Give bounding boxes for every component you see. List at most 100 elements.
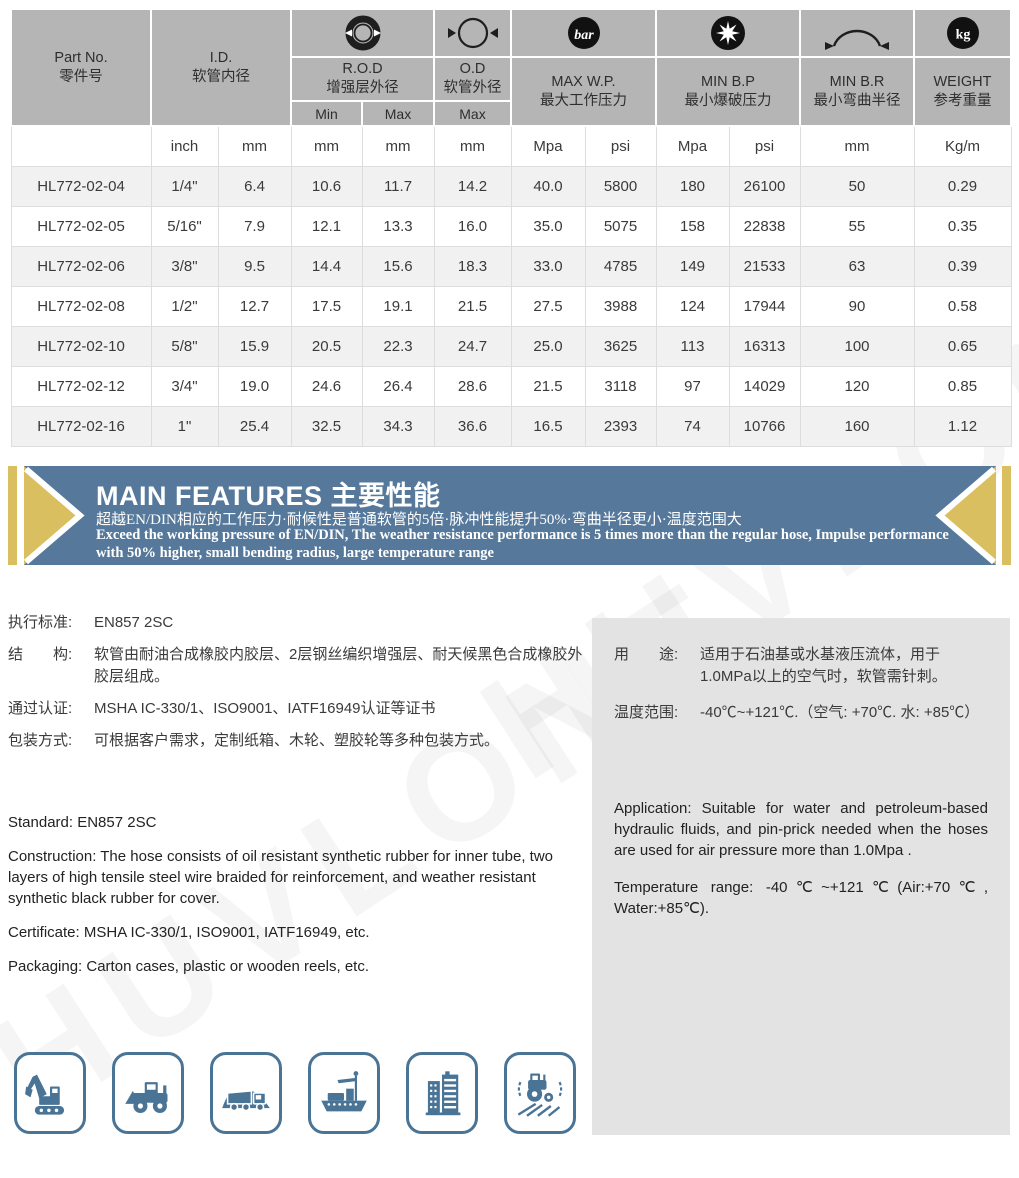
data-cell: 1.12 — [913, 406, 1012, 447]
spec-text: 可根据客户需求，定制纸箱、木轮、塑胶轮等多种包装方式。 — [94, 732, 500, 749]
data-cell: 120 — [799, 366, 915, 407]
table-row: HL772-02-12 3/4" 19.0 24.6 26.4 28.6 21.5 3118 9… — [10, 366, 1012, 407]
data-cell: 19.0 — [217, 366, 292, 407]
data-cell: 149 — [655, 246, 730, 287]
data-cell: 4785 — [584, 246, 657, 287]
data-cell: 100 — [799, 326, 915, 367]
banner-subtitle-en: Exceed the working pressure of EN/DIN, T… — [96, 527, 949, 561]
unit-cell: inch — [150, 125, 219, 167]
data-cell: 15.9 — [217, 326, 292, 367]
data-cell: 28.6 — [433, 366, 512, 407]
data-cell: 21.5 — [433, 286, 512, 327]
data-cell: 10.6 — [290, 166, 363, 207]
spec-row-certificate-zh: 通过认证: MSHA IC-330/1、ISO9001、IATF16949认证等… — [8, 698, 583, 720]
outer-diameter-icon — [433, 8, 512, 58]
data-cell: 11.7 — [361, 166, 435, 207]
unit-cell: Mpa — [510, 125, 586, 167]
usage-text: 适用于石油基或水基液压流体，用于1.0MPa以上的空气时，软管需针刺。 — [700, 646, 947, 685]
data-cell: 124 — [655, 286, 730, 327]
data-cell: 1/2" — [150, 286, 219, 327]
data-cell: 0.39 — [913, 246, 1012, 287]
data-cell: 113 — [655, 326, 730, 367]
unit-cell: mm — [290, 125, 363, 167]
bend-radius-icon — [799, 8, 915, 58]
units-row: inch mm mm mm mm Mpa psi Mpa psi mm Kg/m — [10, 125, 1012, 167]
unit-cell — [10, 125, 152, 167]
usage-panel: 用 途: 适用于石油基或水基液压流体，用于1.0MPa以上的空气时，软管需针刺。… — [592, 618, 1010, 1135]
data-cell: 14029 — [728, 366, 801, 407]
data-cell: 74 — [655, 406, 730, 447]
data-cell: 21.5 — [510, 366, 586, 407]
data-cell: 9.5 — [217, 246, 292, 287]
data-cell: 160 — [799, 406, 915, 447]
spec-label: 结 构: — [8, 646, 73, 663]
data-cell: 0.58 — [913, 286, 1012, 327]
data-cell: 3625 — [584, 326, 657, 367]
data-cell: 13.3 — [361, 206, 435, 247]
col-header-min-br: MIN B.R 最小弯曲半径 — [799, 56, 915, 127]
data-cell: 14.2 — [433, 166, 512, 207]
col-header-weight: WEIGHT 参考重量 — [913, 56, 1012, 127]
spec-standard-en: Standard: EN857 2SC — [8, 814, 157, 831]
data-cell: 7.9 — [217, 206, 292, 247]
banner-right-chevron-icon — [935, 466, 996, 565]
unit-cell: Mpa — [655, 125, 730, 167]
data-cell: 0.29 — [913, 166, 1012, 207]
usage-application-zh: 用 途: 适用于石油基或水基液压流体，用于1.0MPa以上的空气时，软管需针刺。 — [614, 644, 988, 688]
usage-temperature-zh: 温度范围: -40℃~+121℃.（空气: +70℃. 水: +85℃） — [614, 702, 988, 724]
usage-text: -40℃~+121℃.（空气: +70℃. 水: +85℃） — [700, 704, 980, 721]
table-row: HL772-02-05 5/16" 7.9 12.1 13.3 16.0 35.0 5075 1… — [10, 206, 1012, 247]
usage-temperature-en: Temperature range: -40℃~+121℃(Air:+70℃, … — [614, 879, 988, 917]
data-cell: 5/8" — [150, 326, 219, 367]
spec-label: 包装方式: — [8, 732, 73, 749]
spec-certificate-en: Certificate: MSHA IC-330/1, ISO9001, IAT… — [8, 924, 370, 941]
specs-en-section: Standard: EN857 2SC Construction: The ho… — [8, 812, 576, 990]
data-cell: 3118 — [584, 366, 657, 407]
usage-en-block: Application: Suitable for water and petr… — [614, 798, 988, 919]
col-header-od: O.D 软管外径 — [433, 56, 512, 102]
col-subheader-rod-min: Min — [290, 100, 363, 127]
banner-title: MAIN FEATURES 主要性能 — [96, 481, 441, 511]
data-cell: 97 — [655, 366, 730, 407]
data-cell: 2393 — [584, 406, 657, 447]
banner-subtitle-zh: 超越EN/DIN相应的工作压力·耐候性是普通软管的5倍·脉冲性能提升50%·弯曲… — [96, 512, 742, 528]
tractor-icon — [504, 1052, 576, 1134]
data-cell: 0.65 — [913, 326, 1012, 367]
data-cell: 20.5 — [290, 326, 363, 367]
data-cell: 180 — [655, 166, 730, 207]
data-cell: 0.85 — [913, 366, 1012, 407]
usage-label: 用 途: — [614, 646, 679, 663]
col-header-max-wp: MAX W.P. 最大工作压力 — [510, 56, 657, 127]
unit-cell: psi — [728, 125, 801, 167]
unit-cell: psi — [584, 125, 657, 167]
data-cell: HL772-02-08 — [10, 286, 152, 327]
data-cell: 22.3 — [361, 326, 435, 367]
banner-left-gold-strip — [8, 466, 17, 565]
banner-left-chevron-icon — [24, 466, 85, 565]
hose-spec-table: Part No. 零件号 I.D. 软管内径 — [10, 8, 1012, 447]
data-cell: 1" — [150, 406, 219, 447]
col-header-min-bp: MIN B.P 最小爆破压力 — [655, 56, 801, 127]
data-cell: HL772-02-05 — [10, 206, 152, 247]
spec-packaging-en: Packaging: Carton cases, plastic or wood… — [8, 958, 370, 975]
data-cell: 5800 — [584, 166, 657, 207]
spec-table-body: inch mm mm mm mm Mpa psi Mpa psi mm Kg/m HL772-02-0… — [10, 125, 1012, 447]
data-cell: 18.3 — [433, 246, 512, 287]
col-header-part-no: Part No. 零件号 — [10, 8, 152, 127]
data-cell: 27.5 — [510, 286, 586, 327]
main-features-banner: MAIN FEATURES 主要性能 超越EN/DIN相应的工作压力·耐候性是普… — [0, 466, 1019, 565]
data-cell: HL772-02-10 — [10, 326, 152, 367]
data-cell: 33.0 — [510, 246, 586, 287]
data-cell: 12.7 — [217, 286, 292, 327]
data-cell: 16.5 — [510, 406, 586, 447]
data-cell: 63 — [799, 246, 915, 287]
burst-pressure-icon — [655, 8, 801, 58]
data-cell: 40.0 — [510, 166, 586, 207]
usage-application-en: Application: Suitable for water and petr… — [614, 800, 988, 859]
reinforcement-outer-diameter-ring-icon — [290, 8, 435, 58]
spec-row-packaging-zh: 包装方式: 可根据客户需求，定制纸箱、木轮、塑胶轮等多种包装方式。 — [8, 730, 583, 752]
data-cell: 24.7 — [433, 326, 512, 367]
data-cell: 26.4 — [361, 366, 435, 407]
spec-label: 执行标准: — [8, 614, 73, 631]
